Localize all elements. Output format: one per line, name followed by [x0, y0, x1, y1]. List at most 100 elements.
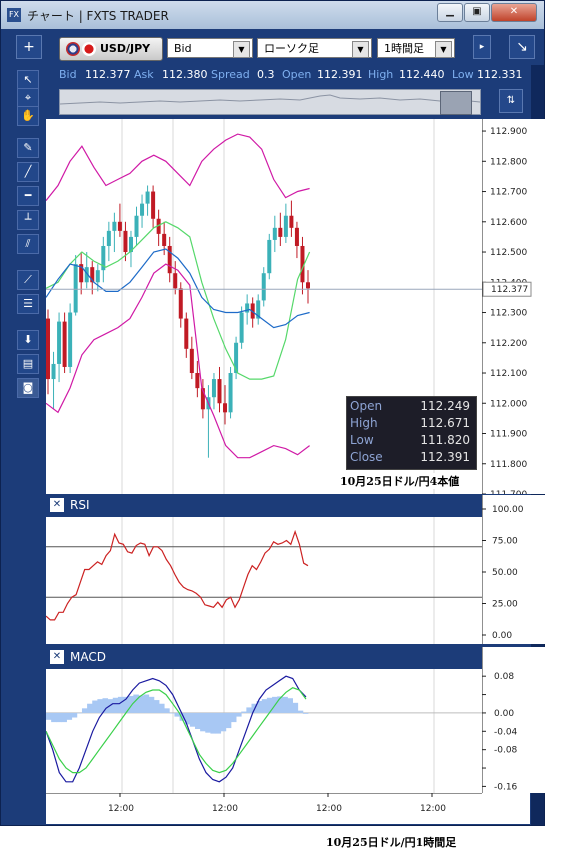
price-axis: 112.900112.800112.700112.600112.500112.4… — [481, 119, 545, 500]
candle-body — [300, 245, 305, 283]
fibonacci-icon[interactable]: ⟋ — [17, 270, 39, 290]
restore-button[interactable]: ▣ — [464, 3, 490, 22]
time-tick-label: 12:00 — [420, 804, 446, 814]
price-tick-label: 112.100 — [490, 369, 527, 379]
price-tick-label: 112.900 — [490, 127, 527, 137]
price-tick-label: 112.000 — [490, 399, 527, 409]
cursor-icon[interactable]: ↖ — [17, 70, 39, 90]
candle-body — [173, 273, 178, 289]
table-icon[interactable]: ▤ — [17, 354, 39, 374]
ask-label: Ask — [134, 68, 154, 81]
candle-body — [84, 267, 89, 283]
price-type-value: Bid — [174, 42, 192, 55]
macd-histogram-bar — [102, 698, 109, 713]
candle-body — [211, 379, 216, 398]
zoom-button[interactable]: ⇅ — [499, 89, 523, 113]
vertical-line-icon[interactable]: ┴ — [17, 210, 39, 230]
minimize-button[interactable]: ▁ — [437, 3, 463, 22]
macd-line-signal — [46, 687, 307, 774]
timeframe-select[interactable]: 1時間足 ▼ — [377, 38, 455, 58]
macd-histogram-bar — [179, 712, 186, 721]
open-value: 112.391 — [317, 68, 363, 81]
candle-body — [267, 239, 272, 274]
scroller-handle[interactable] — [440, 91, 472, 115]
time-axis: 12:00 12:00 12:00 12:00 — [46, 793, 482, 824]
us-flag-icon — [66, 42, 80, 56]
macd-histogram-bar — [153, 700, 160, 713]
high-value: 112.440 — [399, 68, 445, 81]
candle-body — [128, 236, 133, 253]
candlestick-chart — [46, 119, 482, 494]
overview-scroller[interactable] — [59, 89, 481, 115]
macd-histogram-bar — [97, 699, 103, 713]
currency-pair-button[interactable]: USD/JPY — [59, 37, 163, 61]
macd-tick-label: 0.00 — [494, 709, 514, 719]
macd-histogram-bar — [87, 703, 93, 713]
macd-tick-label: 0.04 — [494, 697, 495, 698]
macd-histogram-bar — [236, 712, 242, 717]
price-type-select[interactable]: Bid ▼ — [167, 38, 253, 58]
rsi-tick-label: 50.00 — [492, 568, 518, 578]
macd-histogram-bar — [46, 712, 52, 720]
add-button[interactable]: + — [16, 35, 42, 59]
macd-histogram-bar — [287, 698, 293, 713]
panel-toggle-button[interactable]: ▸ — [473, 35, 491, 59]
download-icon[interactable]: ⬇ — [17, 330, 39, 350]
candle-body — [51, 363, 56, 380]
candle-body — [217, 379, 222, 404]
macd-histogram-bar — [112, 697, 119, 713]
ohlc-close-label: Close — [350, 450, 383, 464]
candle-body — [184, 318, 189, 349]
candle-body — [145, 191, 150, 204]
rsi-tick-label: 75.00 — [492, 537, 518, 547]
candle-body — [101, 245, 106, 271]
candle-body — [123, 230, 128, 253]
macd-histogram-bar — [241, 711, 247, 713]
ohlc-open-value: 112.249 — [420, 399, 470, 413]
macd-chart — [46, 669, 482, 793]
expand-button[interactable]: ↘ — [509, 35, 535, 59]
chevron-down-icon: ▼ — [435, 41, 452, 58]
macd-histogram-bar — [282, 696, 288, 713]
candle-body — [167, 245, 172, 274]
candle-body — [156, 218, 161, 234]
candle-body — [228, 373, 233, 413]
ohlc-close-value: 112.391 — [420, 450, 470, 464]
macd-histogram-bar — [66, 712, 73, 720]
macd-histogram-bar — [159, 703, 165, 713]
price-tick-label: 112.200 — [490, 339, 527, 349]
price-tick-label: 112.300 — [490, 309, 527, 319]
horizontal-line-icon[interactable]: ━ — [17, 186, 39, 206]
candlestick-pane[interactable] — [46, 119, 482, 494]
list-icon[interactable]: ☰ — [17, 294, 39, 314]
price-tick-label: 111.900 — [490, 430, 527, 440]
macd-histogram-bar — [117, 696, 124, 713]
price-tick-label: 112.500 — [490, 248, 527, 258]
line-icon[interactable]: ╱ — [17, 162, 39, 182]
macd-tick-label: -0.08 — [494, 746, 518, 756]
current-price-badge — [482, 281, 532, 297]
macd-histogram-bar — [56, 712, 62, 723]
rsi-tick-label: 25.00 — [492, 600, 518, 610]
macd-close-icon[interactable]: ✕ — [50, 650, 64, 664]
macd-pane[interactable] — [46, 669, 482, 793]
spread-label: Spread — [211, 68, 250, 81]
parallel-lines-icon[interactable]: ⫽ — [17, 234, 39, 254]
candle-body — [112, 221, 117, 231]
rsi-pane[interactable] — [46, 517, 482, 644]
candle-body — [189, 348, 194, 374]
pen-icon[interactable]: ✎ — [17, 138, 39, 158]
crosshair-icon[interactable]: ⌖ — [17, 88, 39, 108]
caption-1h: 10月25日ドル/円1時間足 — [326, 836, 457, 849]
hand-icon[interactable]: ✋ — [17, 106, 39, 126]
high-label: High — [368, 68, 394, 81]
close-button[interactable]: ✕ — [491, 3, 537, 22]
rsi-close-icon[interactable]: ✕ — [50, 498, 64, 512]
candle-body — [294, 227, 299, 246]
camera-icon[interactable]: ◙ — [17, 378, 39, 398]
candle-body — [106, 230, 111, 246]
macd-histogram-bar — [230, 712, 237, 723]
chart-type-select[interactable]: ローソク足 ▼ — [257, 38, 372, 58]
macd-tick-label: -0.04 — [494, 727, 518, 737]
price-axis-svg: 112.900112.800112.700112.600112.500112.4… — [481, 119, 532, 500]
